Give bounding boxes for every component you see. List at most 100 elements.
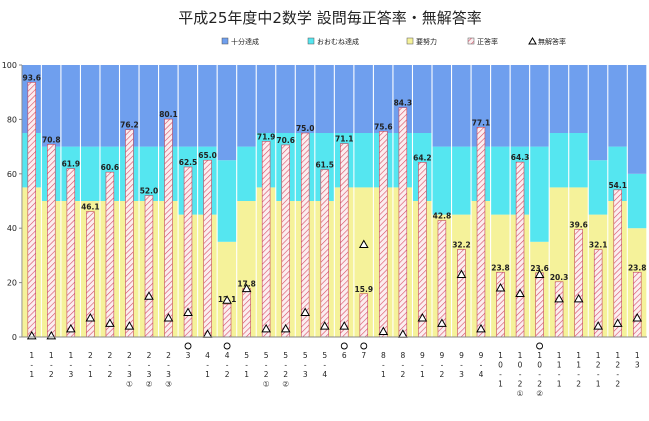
correct-rate-bar (47, 144, 56, 338)
y-tick-label: 80 (7, 115, 17, 124)
correct-rate-bar (300, 132, 310, 338)
correct-rate-bar (496, 271, 505, 338)
correct-rate-bar (515, 161, 525, 338)
no-answer-marker (534, 269, 545, 278)
y-tick-label: 60 (7, 170, 17, 179)
x-tick-label: 2 (596, 361, 601, 370)
correct-rate-label: 23.8 (491, 263, 510, 272)
x-tick-label: 1 (498, 351, 503, 360)
no-answer-marker (105, 318, 115, 327)
correct-rate-bar (125, 129, 134, 338)
band-fully-achieved (491, 65, 510, 147)
legend-swatch-2 (307, 37, 315, 45)
correct-rate-label: 46.1 (81, 203, 100, 212)
no-answer-marker (573, 293, 584, 303)
x-tick-label: 3 (147, 370, 152, 379)
x-tick-label: 1 (596, 380, 601, 389)
band-fully-achieved (159, 65, 178, 147)
x-tick-label: 2 (440, 370, 445, 379)
x-tick-label: 3 (127, 370, 132, 379)
legend-marker-no-answer (528, 37, 537, 45)
correct-rate-bar (27, 82, 37, 338)
correct-rate-label: 75.0 (296, 124, 315, 133)
y-tick-label: 20 (7, 279, 17, 288)
correct-rate-label: 54.1 (608, 181, 627, 190)
no-answer-marker (124, 321, 135, 330)
x-tick-label: ② (146, 380, 153, 389)
band-mostly-achieved (139, 146, 159, 201)
legend-label-4: 正答率 (477, 37, 498, 46)
x-tick-label: - (167, 361, 170, 370)
correct-rate-label: 77.1 (472, 118, 491, 127)
no-answer-marker (261, 323, 272, 333)
correct-rate-label: 23.8 (628, 263, 647, 272)
x-tick-label: 1 (557, 380, 562, 389)
x-tick-label: 2 (147, 351, 152, 360)
band-fully-achieved (256, 65, 276, 133)
x-tick-label: ① (517, 389, 524, 398)
x-tick-label: - (577, 370, 580, 379)
x-tick-label: 1 (29, 351, 34, 360)
x-tick-label: - (558, 370, 561, 379)
x-tick-label: 1 (635, 351, 640, 360)
correct-rate-label: 84.3 (394, 99, 413, 108)
correct-rate-bar (398, 107, 408, 338)
x-tick-label: 8 (381, 351, 386, 360)
no-answer-marker (300, 307, 311, 317)
x-tick-label: 2 (225, 370, 230, 379)
x-tick-label: - (109, 361, 112, 370)
x-tick-label: 1 (518, 351, 523, 360)
band-mostly-achieved (608, 146, 628, 201)
x-tick-label: ① (263, 380, 270, 389)
correct-rate-label: 61.5 (315, 161, 334, 170)
band-mostly-achieved (432, 146, 452, 215)
correct-rate-label: 20.3 (550, 273, 569, 282)
x-tick-label: 9 (440, 351, 445, 360)
circle-marker (184, 342, 192, 350)
x-tick-label: 3 (459, 370, 464, 379)
x-tick-label: - (89, 361, 92, 370)
x-tick-label: - (69, 361, 72, 370)
x-tick-label: 2 (400, 370, 405, 379)
x-tick-label: - (460, 361, 463, 370)
x-tick-label: 5 (303, 351, 308, 360)
correct-rate-bar (281, 144, 290, 338)
x-tick-label: 1 (205, 370, 210, 379)
band-fully-achieved (588, 65, 608, 161)
no-answer-marker (163, 312, 174, 322)
band-fully-achieved (608, 65, 628, 147)
correct-rate-label: 93.6 (23, 73, 42, 82)
legend-label-3: 要努力 (416, 37, 437, 46)
x-tick-label: 1 (615, 351, 620, 360)
no-answer-marker (437, 318, 447, 327)
x-tick-label: 1 (596, 351, 601, 360)
no-answer-marker (144, 291, 154, 300)
circle-marker (223, 342, 231, 350)
correct-rate-bar (613, 189, 622, 338)
no-answer-marker (85, 312, 96, 322)
band-fully-achieved (354, 65, 374, 133)
band-needs-effort (354, 187, 374, 337)
correct-rate-label: 15.9 (355, 285, 374, 294)
correct-rate-bar (242, 288, 251, 338)
x-tick-label: 2 (615, 361, 620, 370)
band-fully-achieved (41, 65, 61, 147)
x-tick-label: 2 (615, 380, 620, 389)
legend-label-2: おおむね達成 (317, 37, 359, 46)
no-answer-marker (476, 323, 486, 333)
x-tick-label: - (30, 361, 33, 370)
x-tick-label: 2 (108, 370, 113, 379)
band-fully-achieved (373, 65, 393, 133)
correct-rate-label: 32.1 (589, 241, 608, 250)
x-tick-label: 1 (49, 351, 54, 360)
no-answer-marker (183, 307, 193, 317)
x-tick-label: 4 (225, 351, 230, 360)
correct-rate-bar (632, 271, 642, 338)
x-tick-label: 4 (205, 351, 210, 360)
no-answer-marker (456, 269, 467, 278)
y-axis: 0 20 40 60 80 100 (2, 61, 23, 342)
no-answer-marker (358, 239, 369, 249)
correct-rate-label: 61.9 (62, 160, 81, 169)
band-fully-achieved (627, 65, 647, 174)
correct-rate-bar (320, 169, 329, 338)
